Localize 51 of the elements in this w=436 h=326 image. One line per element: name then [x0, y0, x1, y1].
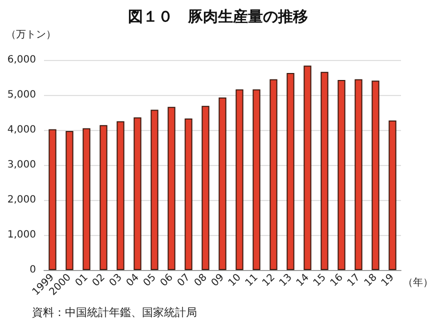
bar — [48, 129, 56, 270]
x-tick-label: 04 — [124, 272, 142, 289]
bar — [134, 117, 142, 270]
bar — [150, 110, 158, 270]
bar — [320, 72, 328, 270]
x-tick-label: 02 — [90, 272, 108, 289]
bar — [184, 118, 192, 270]
bar — [236, 89, 244, 270]
x-tick-label: 12 — [260, 272, 278, 289]
x-tick-label: 17 — [346, 272, 362, 289]
x-tick-label: 01 — [74, 272, 90, 289]
x-tick-label: 16 — [328, 272, 346, 289]
x-tick-label: 05 — [142, 272, 158, 289]
bar — [354, 79, 362, 270]
x-tick-label: 07 — [176, 272, 192, 289]
x-tick-label: 09 — [210, 272, 226, 289]
text: 資料：中国統計年鑑、国家統計局 — [32, 306, 197, 319]
bar — [286, 72, 294, 270]
y-tick-label: 1,000 — [7, 230, 36, 240]
y-tick-label: 6,000 — [7, 54, 36, 66]
bar — [116, 121, 124, 270]
x-tick-label: 03 — [108, 272, 124, 289]
y-tick-label: 5,000 — [7, 90, 36, 100]
y-axis-title: （万トン） — [6, 30, 56, 40]
x-tick-label: 14 — [294, 272, 312, 289]
bar — [372, 80, 380, 270]
bar — [388, 120, 396, 270]
bar — [168, 106, 176, 270]
bar — [304, 66, 312, 270]
x-axis-title: （年） — [403, 276, 433, 288]
x-tick-label: 06 — [158, 272, 176, 289]
y-tick-label: 0 — [30, 264, 36, 276]
x-tick-label: 19 — [380, 272, 396, 289]
chart-title: 図１０ 豚肉生産量の推移 — [128, 8, 308, 26]
x-tick-label: 11 — [244, 272, 260, 289]
x-tick-label: 13 — [278, 272, 294, 289]
bar — [270, 79, 278, 270]
y-tick-label: 2,000 — [7, 194, 36, 206]
bar — [82, 128, 90, 270]
bar — [66, 131, 74, 270]
bar — [218, 97, 226, 270]
x-tick-label: 08 — [192, 272, 210, 289]
x-tick-label: 15 — [312, 272, 328, 289]
bar — [252, 89, 260, 270]
bar — [202, 106, 210, 270]
bar — [338, 80, 346, 270]
bar — [100, 125, 108, 270]
x-tick-label: 10 — [226, 272, 244, 289]
y-tick-label: 4,000 — [7, 124, 36, 136]
y-tick-label: 3,000 — [7, 160, 36, 170]
x-tick-label: 18 — [362, 272, 380, 289]
